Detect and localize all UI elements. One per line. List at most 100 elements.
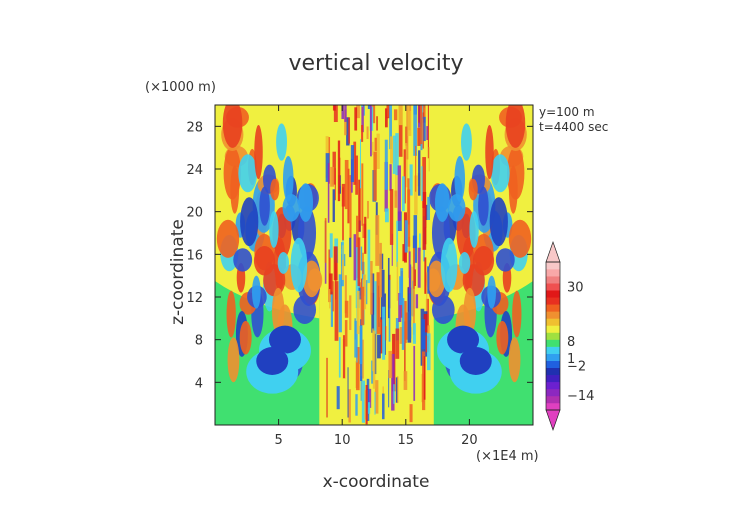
field-streak [333, 246, 338, 281]
field-streak [391, 353, 395, 411]
field-streak [346, 117, 350, 146]
field-lobe [469, 210, 479, 248]
field-streak [342, 187, 344, 241]
field-streak [409, 404, 413, 423]
field-streak [360, 286, 365, 326]
colorbar-segment [546, 290, 560, 298]
field-streak [399, 276, 403, 305]
field-streak [427, 196, 431, 221]
field-streak [358, 179, 361, 232]
field-streak [395, 377, 398, 403]
velocity-field [215, 105, 533, 425]
field-streak [426, 325, 430, 341]
field-streak [422, 112, 424, 149]
field-streak [412, 288, 415, 335]
field-lobe [240, 197, 259, 247]
field-streak [414, 175, 418, 215]
field-streak [412, 323, 416, 344]
field-streak [415, 145, 417, 192]
field-streak [379, 284, 382, 323]
field-streak [395, 328, 400, 359]
field-lobe [454, 155, 466, 202]
field-streak [370, 261, 373, 315]
colorbar-tick-label: −2 [567, 360, 586, 375]
field-streak [361, 163, 364, 226]
field-streak [371, 273, 375, 333]
field-lobe [512, 290, 522, 338]
field-streak [422, 191, 427, 250]
field-streak [417, 247, 421, 288]
colorbar-segment [546, 297, 560, 305]
colorbar-segment [546, 367, 560, 376]
field-streak [361, 380, 366, 423]
field-lobe [276, 123, 287, 161]
x-unit-label: (×1E4 m) [476, 449, 539, 464]
field-streak [342, 239, 344, 260]
field-streak [421, 105, 425, 119]
field-streak [426, 333, 431, 371]
field-streak [374, 380, 379, 414]
field-streak [389, 164, 392, 191]
field-streak [361, 105, 363, 107]
field-lobe [282, 155, 294, 202]
field-streak [425, 204, 427, 228]
field-streak [372, 330, 376, 389]
colorbar-segment [546, 395, 560, 404]
field-streak [371, 360, 374, 384]
field-streak [412, 237, 415, 289]
field-streak [384, 108, 388, 128]
field-streak [376, 133, 380, 169]
field-streak [344, 109, 347, 136]
field-streak [332, 281, 334, 312]
field-streak [413, 345, 416, 401]
field-streak [409, 164, 413, 196]
field-streak [396, 220, 399, 267]
colorbar-segment [546, 402, 560, 411]
field-streak [325, 153, 330, 182]
field-lobe [271, 287, 285, 335]
field-streak [406, 105, 409, 160]
field-streak [341, 105, 345, 120]
field-streak [329, 289, 331, 309]
colorbar-segment [546, 325, 560, 333]
field-lobe [259, 186, 270, 226]
colorbar-segment [546, 339, 560, 347]
field-streak [427, 105, 429, 159]
x-axis-label: x-coordinate [323, 472, 430, 492]
field-streak [393, 384, 395, 404]
field-streak [392, 135, 396, 174]
field-streak [350, 145, 355, 183]
field-streak [362, 252, 364, 275]
y-unit-label: (×1000 m) [145, 80, 216, 95]
field-streak [397, 165, 401, 221]
field-streak [384, 293, 386, 355]
field-streak [348, 117, 351, 144]
field-streak [344, 105, 347, 122]
field-streak [353, 141, 357, 185]
field-streak [347, 367, 349, 418]
field-streak [405, 312, 408, 340]
field-streak [382, 393, 385, 420]
field-streak [374, 391, 376, 415]
field-streak [374, 281, 378, 335]
field-lobe [253, 245, 275, 276]
colorbar-tick-label: 8 [567, 335, 575, 350]
field-streak [415, 294, 419, 309]
y-tick-label: 12 [186, 291, 203, 306]
field-streak [348, 389, 351, 423]
field-streak [403, 371, 408, 390]
field-streak [408, 251, 411, 294]
colorbar-segment [546, 311, 560, 319]
field-streak [387, 105, 389, 118]
field-streak [355, 347, 360, 391]
field-streak [422, 105, 426, 123]
colorbar-segment [546, 388, 560, 397]
field-streak [328, 273, 333, 295]
field-streak [333, 105, 338, 123]
field-lobe [222, 105, 243, 148]
field-streak [396, 261, 399, 301]
field-streak [425, 298, 429, 327]
field-streak [356, 105, 360, 119]
colorbar-tick-label: 1 [567, 352, 575, 367]
field-streak [421, 319, 426, 350]
